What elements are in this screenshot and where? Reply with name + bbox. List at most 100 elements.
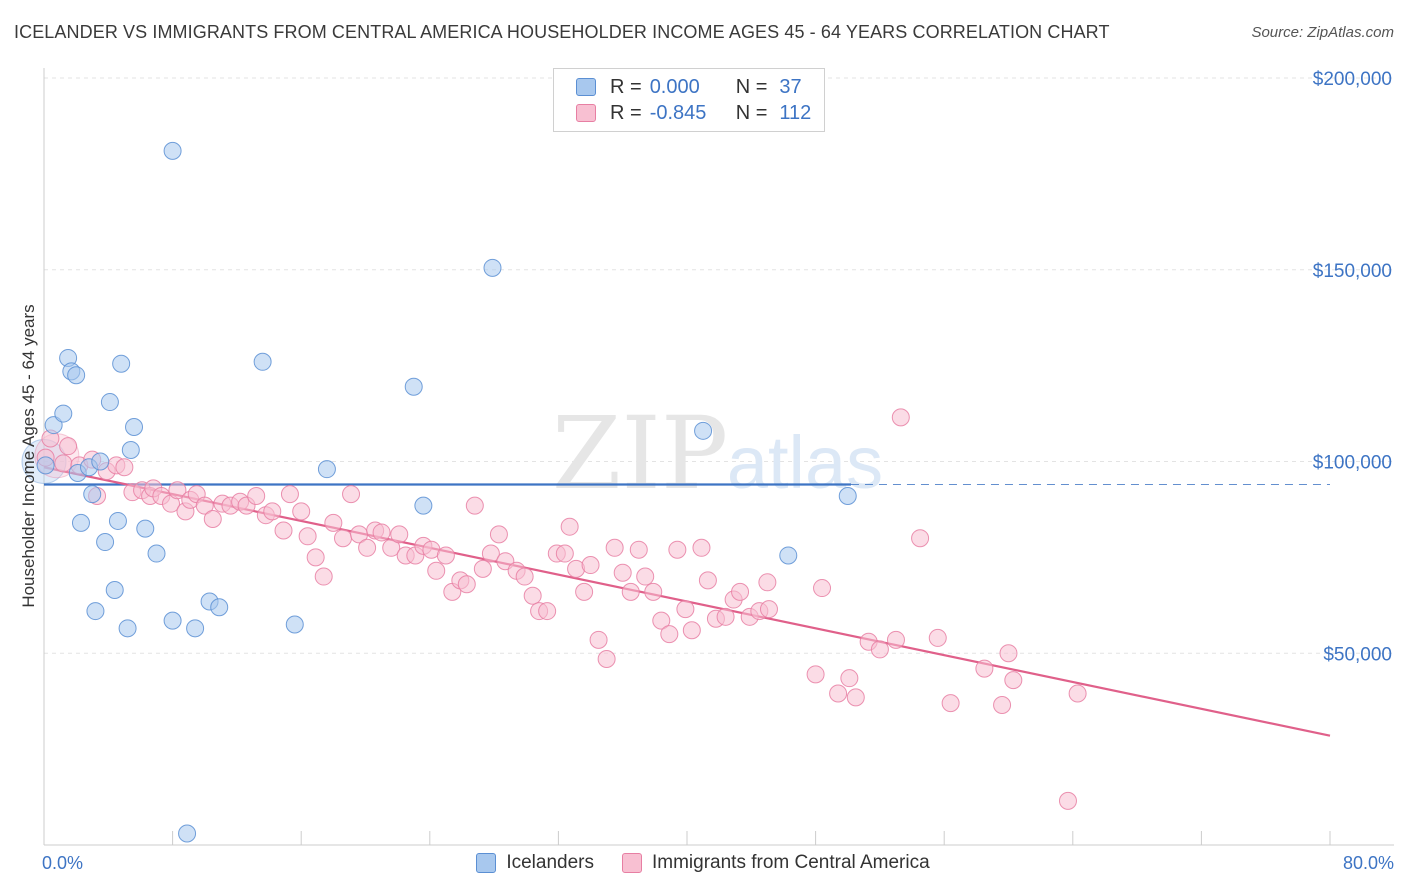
point-immigrants bbox=[358, 538, 377, 557]
point-immigrants bbox=[575, 582, 594, 601]
point-immigrants bbox=[636, 567, 655, 586]
point-immigrants bbox=[247, 487, 266, 506]
point-immigrants bbox=[195, 496, 214, 515]
point-immigrants bbox=[298, 527, 317, 546]
point-immigrants bbox=[716, 607, 735, 626]
series-label-icelanders: Icelanders bbox=[506, 852, 594, 873]
legend-n-label: N = bbox=[735, 101, 768, 124]
point-immigrants bbox=[682, 621, 701, 640]
point-icelanders bbox=[108, 511, 127, 530]
point-icelanders bbox=[163, 611, 182, 630]
point-icelanders bbox=[44, 416, 63, 435]
correlation-legend: R = 0.000 N = 37 R = -0.845 N = 112 bbox=[553, 68, 825, 132]
point-immigrants bbox=[523, 586, 542, 605]
point-icelanders bbox=[36, 456, 55, 475]
point-icelanders bbox=[71, 513, 90, 532]
point-icelanders bbox=[125, 417, 144, 436]
legend-r-label: R = bbox=[610, 75, 642, 98]
source-label: Source: ZipAtlas.com bbox=[1251, 24, 1394, 41]
series-legend-icelanders: Icelanders bbox=[476, 852, 594, 874]
watermark-atlas: atlas bbox=[727, 421, 883, 504]
legend-row-icelanders: R = 0.000 N = 37 bbox=[576, 74, 802, 100]
legend-r-label: R = bbox=[610, 101, 642, 124]
point-immigrants bbox=[692, 538, 711, 557]
legend-n-label: N = bbox=[735, 75, 768, 98]
point-immigrants bbox=[457, 575, 476, 594]
point-immigrants bbox=[652, 611, 671, 630]
y-axis-label: Householder Income Ages 45 - 64 years bbox=[19, 304, 38, 607]
point-immigrants bbox=[390, 525, 409, 544]
point-icelanders bbox=[96, 533, 115, 552]
legend-swatch-icelanders bbox=[576, 78, 596, 96]
point-immigrants bbox=[698, 571, 717, 590]
point-immigrants bbox=[280, 485, 299, 504]
point-immigrants bbox=[436, 546, 455, 565]
x-tick-max: 80.0% bbox=[1343, 853, 1394, 873]
point-icelanders bbox=[118, 619, 137, 638]
point-immigrants bbox=[840, 669, 859, 688]
point-icelanders bbox=[121, 440, 140, 459]
point-immigrants bbox=[306, 548, 325, 567]
point-immigrants bbox=[999, 644, 1018, 663]
point-icelanders bbox=[54, 404, 73, 423]
chart-title: ICELANDER VS IMMIGRANTS FROM CENTRAL AME… bbox=[14, 22, 1110, 42]
legend-n-value: 37 bbox=[779, 75, 802, 98]
point-immigrants bbox=[621, 582, 640, 601]
point-icelanders bbox=[86, 602, 105, 621]
point-immigrants bbox=[333, 529, 352, 548]
point-icelanders bbox=[163, 141, 182, 160]
points-layer bbox=[21, 141, 1087, 843]
point-immigrants bbox=[427, 561, 446, 580]
series-swatch-icelanders bbox=[476, 853, 497, 873]
point-icelanders bbox=[404, 377, 423, 396]
y-tick-label: $100,000 bbox=[1313, 453, 1392, 474]
point-immigrants bbox=[481, 544, 500, 563]
x-tick-min: 0.0% bbox=[42, 853, 83, 873]
point-icelanders bbox=[779, 546, 798, 565]
legend-r-value: -0.845 bbox=[649, 101, 707, 124]
point-immigrants bbox=[292, 502, 311, 521]
point-immigrants bbox=[555, 544, 574, 563]
series-swatch-immigrants bbox=[621, 853, 642, 873]
point-icelanders bbox=[210, 598, 229, 617]
point-icelanders bbox=[838, 487, 857, 506]
grid-layer bbox=[44, 77, 1394, 654]
point-immigrants bbox=[538, 602, 557, 621]
point-immigrants bbox=[597, 650, 616, 669]
point-immigrants bbox=[342, 485, 361, 504]
point-immigrants bbox=[644, 582, 663, 601]
point-immigrants bbox=[668, 540, 687, 559]
point-immigrants bbox=[168, 481, 187, 500]
y-tick-label: $150,000 bbox=[1313, 261, 1392, 282]
point-icelanders bbox=[100, 393, 119, 412]
point-icelanders bbox=[147, 544, 166, 563]
point-immigrants bbox=[203, 510, 222, 529]
point-icelanders bbox=[178, 824, 197, 843]
point-immigrants bbox=[589, 630, 608, 649]
point-immigrants bbox=[263, 502, 282, 521]
point-immigrants bbox=[1068, 684, 1087, 703]
point-immigrants bbox=[806, 665, 825, 684]
point-icelanders bbox=[105, 580, 124, 599]
point-immigrants bbox=[489, 525, 508, 544]
point-immigrants bbox=[813, 579, 832, 598]
series-label-immigrants: Immigrants from Central America bbox=[651, 852, 930, 873]
watermark-zip: ZIP bbox=[552, 395, 728, 512]
legend-n-value: 112 bbox=[779, 101, 812, 124]
point-icelanders bbox=[186, 619, 205, 638]
point-icelanders bbox=[136, 519, 155, 538]
point-immigrants bbox=[829, 684, 848, 703]
point-icelanders bbox=[483, 258, 502, 277]
legend-row-immigrants: R = -0.845 N = 112 bbox=[576, 100, 811, 126]
point-immigrants bbox=[731, 582, 750, 601]
point-icelanders bbox=[694, 421, 713, 440]
point-immigrants bbox=[941, 694, 960, 713]
point-immigrants bbox=[975, 659, 994, 678]
point-immigrants bbox=[605, 538, 624, 557]
series-legend: Icelanders Immigrants from Central Ameri… bbox=[0, 852, 1406, 874]
point-immigrants bbox=[54, 454, 73, 473]
point-immigrants bbox=[759, 600, 778, 619]
point-icelanders bbox=[67, 366, 86, 385]
point-immigrants bbox=[473, 559, 492, 578]
series-legend-immigrants: Immigrants from Central America bbox=[621, 852, 930, 874]
